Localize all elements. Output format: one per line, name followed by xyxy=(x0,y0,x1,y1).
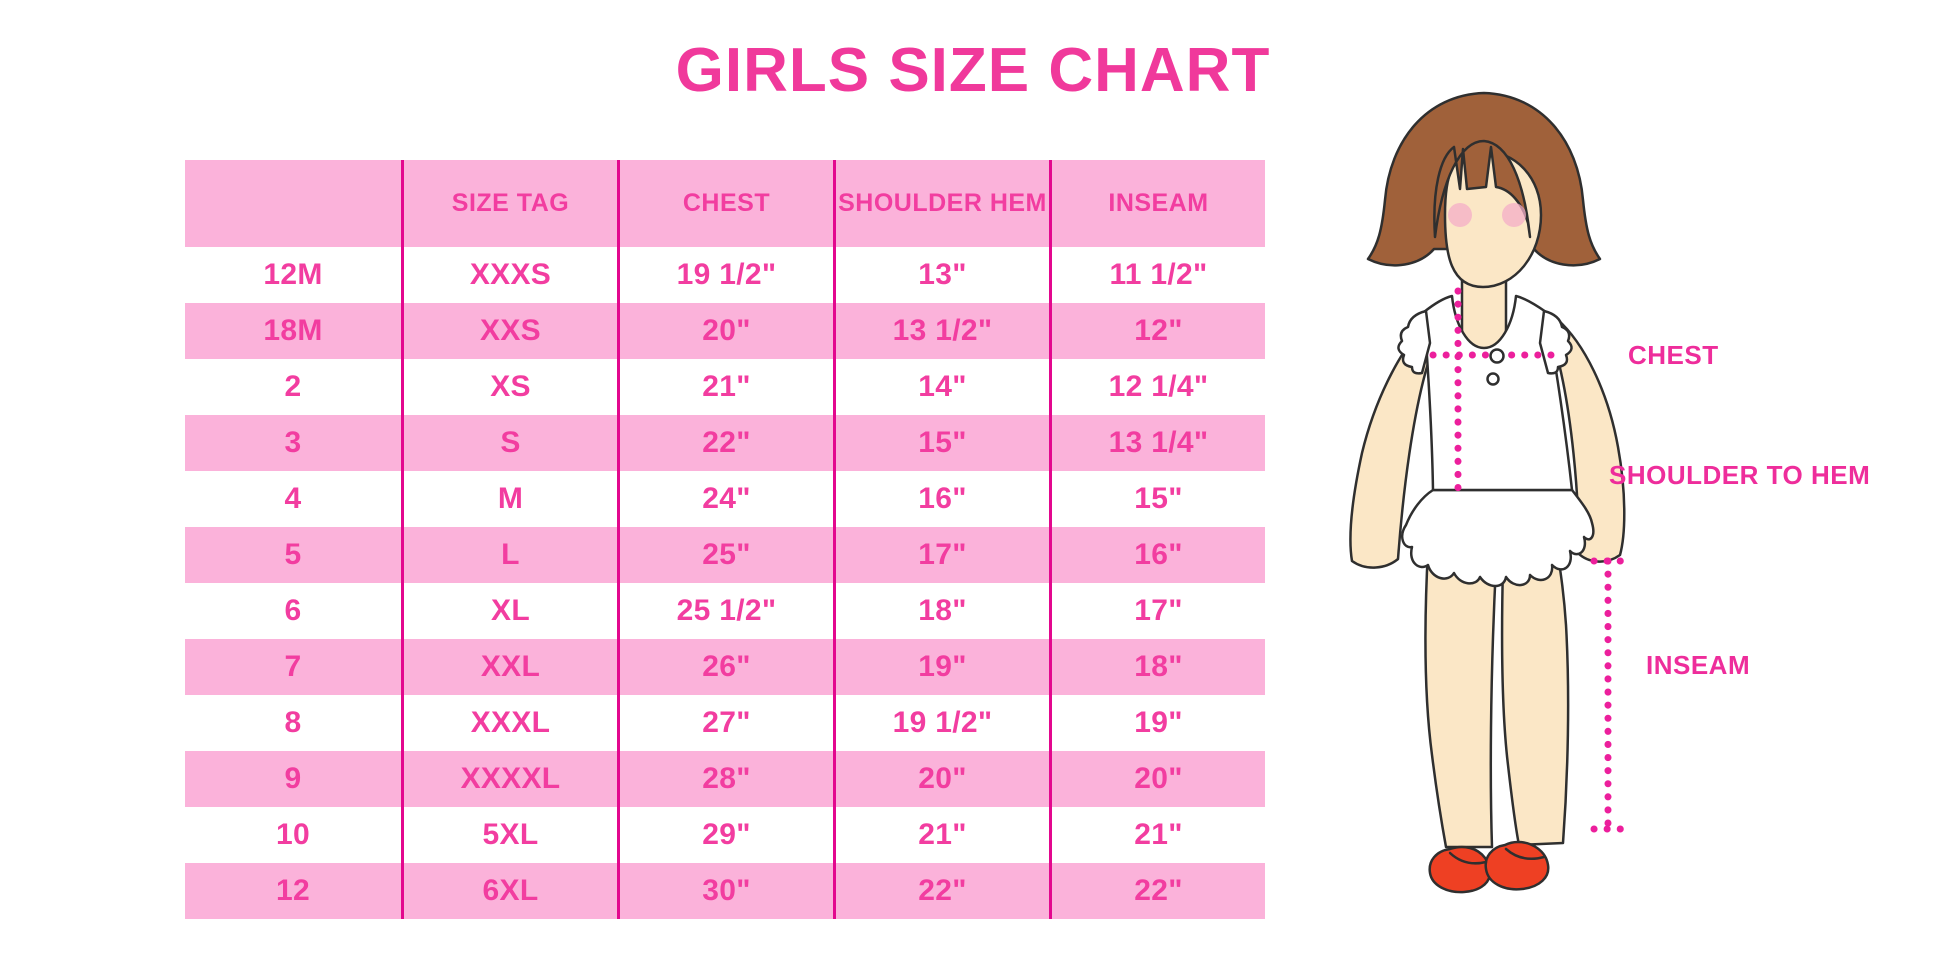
shoulder-hem-cell: 13" xyxy=(833,247,1049,303)
inseam-cell: 17" xyxy=(1049,583,1265,639)
row-label-cell: 9 xyxy=(284,762,302,795)
shoulder-hem-cell: 19 1/2" xyxy=(833,695,1049,751)
chest-cell: 22" xyxy=(617,415,833,471)
row-label-cell: 10 xyxy=(276,818,310,851)
chest-cell: 19 1/2" xyxy=(617,247,833,303)
shoulder-hem-cell: 21" xyxy=(833,807,1049,863)
table-row: 12 6XL 30" 22" 22" xyxy=(185,863,1265,919)
shoes xyxy=(1428,840,1550,894)
chest-measure-label: CHEST xyxy=(1628,340,1719,370)
column-header-shoulder-hem: SHOULDER HEM xyxy=(833,160,1049,247)
row-label-cell: 3 xyxy=(284,426,302,459)
girl-illustration xyxy=(1300,85,1860,915)
shoulder-hem-cell: 18" xyxy=(833,583,1049,639)
table-row: 12M XXXS 19 1/2" 13" 11 1/2" xyxy=(185,247,1265,303)
table-row: 8 XXXL 27" 19 1/2" 19" xyxy=(185,695,1265,751)
column-header-chest: CHEST xyxy=(617,160,833,247)
table-header-row: SIZE TAG CHEST SHOULDER HEM INSEAM xyxy=(185,160,1265,247)
shoulder-hem-cell: 14" xyxy=(833,359,1049,415)
inseam-cell: 12 1/4" xyxy=(1049,359,1265,415)
legs xyxy=(1424,538,1570,849)
row-label-cell: 7 xyxy=(284,650,302,683)
blush-cheeks xyxy=(1448,203,1526,227)
chest-cell: 29" xyxy=(617,807,833,863)
chest-cell: 26" xyxy=(617,639,833,695)
inseam-cell: 12" xyxy=(1049,303,1265,359)
inseam-cell: 20" xyxy=(1049,751,1265,807)
chest-cell: 21" xyxy=(617,359,833,415)
size-tag-cell: 5XL xyxy=(401,807,617,863)
table-row: 6 XL 25 1/2" 18" 17" xyxy=(185,583,1265,639)
table-row: 7 XXL 26" 19" 18" xyxy=(185,639,1265,695)
size-chart-table: SIZE TAG CHEST SHOULDER HEM INSEAM 12M X… xyxy=(185,160,1265,919)
column-header-blank xyxy=(185,160,401,247)
row-label-cell: 12 xyxy=(276,874,310,907)
row-label-cell: 6 xyxy=(284,594,302,627)
inseam-cell: 18" xyxy=(1049,639,1265,695)
chest-cell: 20" xyxy=(617,303,833,359)
table-row: 2 XS 21" 14" 12 1/4" xyxy=(185,359,1265,415)
size-tag-cell: XXXL xyxy=(401,695,617,751)
row-label-cell: 5 xyxy=(284,538,302,571)
chest-cell: 25" xyxy=(617,527,833,583)
row-label-cell: 4 xyxy=(284,482,302,515)
size-tag-cell: XXL xyxy=(401,639,617,695)
table-row: 9 XXXXL 28" 20" 20" xyxy=(185,751,1265,807)
size-tag-cell: XXXXL xyxy=(401,751,617,807)
chest-cell: 25 1/2" xyxy=(617,583,833,639)
inseam-cell: 19" xyxy=(1049,695,1265,751)
shoulder-hem-cell: 13 1/2" xyxy=(833,303,1049,359)
buttons xyxy=(1486,348,1505,386)
girl-figure-graphic xyxy=(1349,91,1626,894)
size-tag-cell: XL xyxy=(401,583,617,639)
row-label-cell: 18M xyxy=(263,314,323,347)
shoulder-hem-cell: 19" xyxy=(833,639,1049,695)
sleeve-ruffles xyxy=(1397,309,1573,375)
column-header-inseam: INSEAM xyxy=(1049,160,1265,247)
row-label-cell: 12M xyxy=(263,258,323,291)
inseam-cell: 16" xyxy=(1049,527,1265,583)
row-label-cell: 8 xyxy=(284,706,302,739)
shoulder-hem-cell: 22" xyxy=(833,863,1049,919)
chest-cell: 24" xyxy=(617,471,833,527)
size-tag-cell: S xyxy=(401,415,617,471)
inseam-cell: 22" xyxy=(1049,863,1265,919)
inseam-cell: 15" xyxy=(1049,471,1265,527)
size-tag-cell: XXXS xyxy=(401,247,617,303)
shoulder-hem-cell: 16" xyxy=(833,471,1049,527)
size-tag-cell: XXS xyxy=(401,303,617,359)
inseam-measure-label: INSEAM xyxy=(1646,650,1751,680)
hair-bangs xyxy=(1433,139,1532,239)
inseam-cell: 11 1/2" xyxy=(1049,247,1265,303)
shoulder-to-hem-measure-label: SHOULDER TO HEM xyxy=(1609,460,1871,490)
page-title: GIRLS SIZE CHART xyxy=(675,36,1271,105)
table-row: 10 5XL 29" 21" 21" xyxy=(185,807,1265,863)
table-row: 5 L 25" 17" 16" xyxy=(185,527,1265,583)
shoulder-hem-cell: 20" xyxy=(833,751,1049,807)
arms xyxy=(1349,317,1626,569)
size-tag-cell: XS xyxy=(401,359,617,415)
chest-cell: 30" xyxy=(617,863,833,919)
row-label-cell: 2 xyxy=(284,370,302,403)
table-row: 4 M 24" 16" 15" xyxy=(185,471,1265,527)
size-tag-cell: L xyxy=(401,527,617,583)
inseam-cell: 21" xyxy=(1049,807,1265,863)
table-row: 3 S 22" 15" 13 1/4" xyxy=(185,415,1265,471)
chest-cell: 27" xyxy=(617,695,833,751)
table-row: 18M XXS 20" 13 1/2" 12" xyxy=(185,303,1265,359)
size-tag-cell: M xyxy=(401,471,617,527)
column-header-size-tag: SIZE TAG xyxy=(401,160,617,247)
inseam-cell: 13 1/4" xyxy=(1049,415,1265,471)
shoulder-hem-cell: 15" xyxy=(833,415,1049,471)
shoulder-hem-cell: 17" xyxy=(833,527,1049,583)
chest-cell: 28" xyxy=(617,751,833,807)
size-tag-cell: 6XL xyxy=(401,863,617,919)
skirt-ruffle xyxy=(1401,488,1595,588)
